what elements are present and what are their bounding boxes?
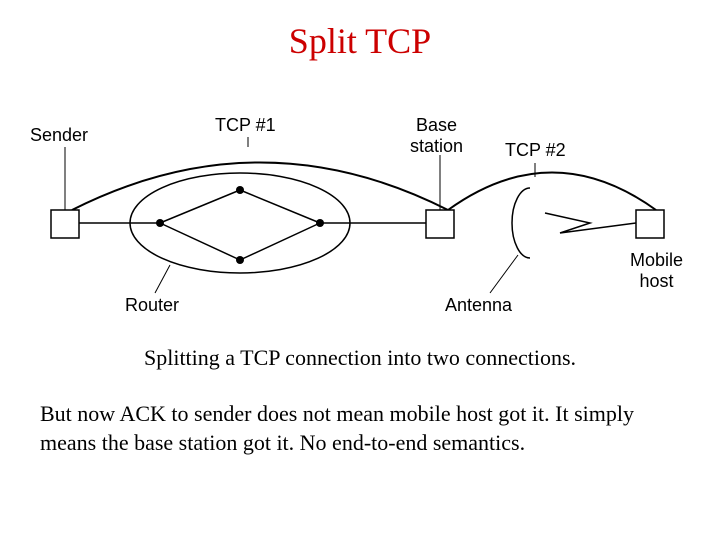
- label-tcp1: TCP #1: [215, 115, 276, 136]
- body-text: But now ACK to sender does not mean mobi…: [40, 400, 670, 457]
- split-tcp-diagram: [0, 95, 720, 315]
- label-tcp2: TCP #2: [505, 140, 566, 161]
- label-antenna: Antenna: [445, 295, 512, 316]
- page-title: Split TCP: [0, 20, 720, 62]
- label-router: Router: [125, 295, 179, 316]
- label-base_station: Base station: [410, 115, 463, 157]
- label-sender: Sender: [30, 125, 88, 146]
- label-mobile_host: Mobile host: [630, 250, 683, 292]
- caption-text: Splitting a TCP connection into two conn…: [0, 345, 720, 371]
